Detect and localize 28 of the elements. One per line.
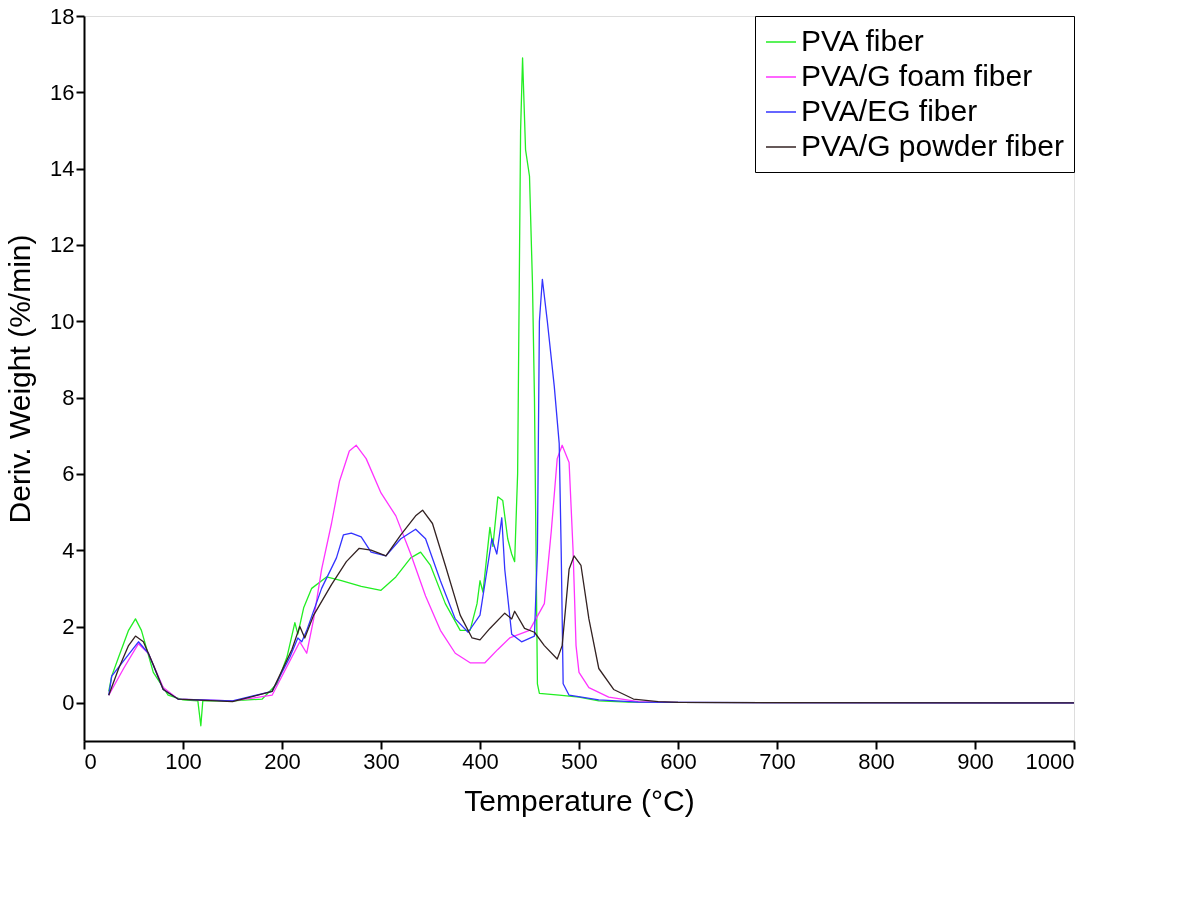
x-tick-label: 600: [660, 748, 697, 774]
x-tick-label: 1000: [1025, 748, 1075, 774]
legend-label: PVA fiber: [801, 24, 924, 57]
legend-label: PVA/G powder fiber: [801, 129, 1064, 162]
y-tick-label: 18: [50, 3, 75, 29]
y-tick-label: 4: [62, 537, 75, 563]
x-axis-title: Temperature (°C): [464, 783, 695, 817]
y-tick-label: 8: [62, 385, 75, 411]
y-tick-label: 16: [50, 79, 75, 105]
y-tick-label: 2: [62, 614, 75, 640]
x-tick-label: 100: [165, 748, 202, 774]
y-tick-label: 0: [62, 690, 75, 716]
y-tick-label: 6: [62, 461, 75, 487]
x-tick-label: 300: [363, 748, 400, 774]
x-tick-label: 200: [264, 748, 301, 774]
y-tick-label: 14: [50, 156, 75, 182]
x-tick-label: 800: [858, 748, 895, 774]
y-tick-label: 10: [50, 308, 75, 334]
x-tick-label: 0: [84, 748, 97, 774]
x-tick-label: 900: [957, 748, 994, 774]
x-tick-label: 400: [462, 748, 499, 774]
x-tick-label: 500: [561, 748, 598, 774]
line-series: [108, 509, 1075, 704]
y-axis-title: Deriv. Weight (%/min): [3, 234, 37, 524]
y-tick-label: 12: [50, 232, 75, 258]
x-tick-label: 700: [759, 748, 796, 774]
legend-label: PVA/G foam fiber: [801, 59, 1033, 92]
legend-label: PVA/EG fiber: [801, 94, 978, 127]
